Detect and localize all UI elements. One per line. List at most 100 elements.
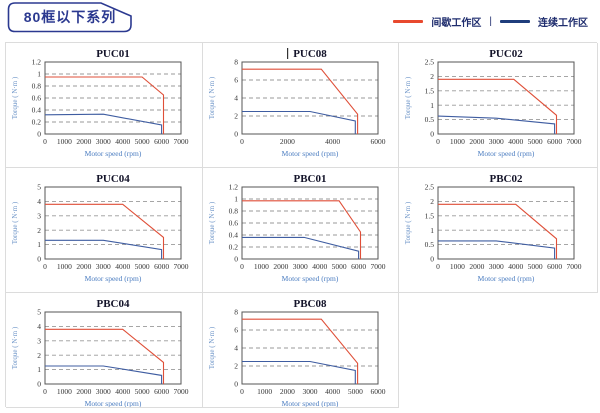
- series-title-tag: 80框以下系列: [6, 1, 134, 33]
- x-tick-label: 6000: [547, 137, 562, 146]
- x-tick-label: 4000: [115, 137, 130, 146]
- x-tick-label: 7000: [174, 262, 189, 271]
- x-tick-label: 7000: [174, 387, 189, 396]
- x-tick-label: 0: [43, 137, 47, 146]
- x-tick-label: 2000: [280, 387, 295, 396]
- series-line-continuous: [437, 115, 556, 134]
- chart-title: PBC04: [97, 298, 131, 310]
- x-tick-label: 5000: [348, 387, 363, 396]
- y-tick-label: 0.5: [425, 240, 435, 249]
- x-axis-label: Motor speed (rpm): [282, 399, 339, 408]
- x-tick-label: 0: [240, 137, 244, 146]
- y-tick-label: 1: [37, 365, 41, 374]
- legend-continuous-line-icon: [500, 20, 530, 23]
- y-tick-label: 4: [37, 322, 41, 331]
- y-tick-label: 2: [37, 351, 41, 360]
- x-tick-label: 3000: [489, 262, 504, 271]
- chart-PUC01: PUC01 0 0.2 0.4 0.6 0.8 1 1.2 0 1000 2000 3000 4000 5…: [11, 48, 189, 158]
- x-tick-label: 4000: [325, 387, 340, 396]
- y-tick-label: 1.2: [229, 183, 239, 192]
- y-tick-label: 6: [234, 76, 238, 85]
- chart-cell-PBC01: PBC01 0 0.2 0.4 0.6 0.8 1 1.2 0 1000 2000 3000 4000 5…: [203, 168, 399, 293]
- x-tick-label: 2000: [469, 262, 484, 271]
- x-tick-label: 4000: [325, 137, 340, 146]
- x-tick-label: 0: [43, 387, 47, 396]
- x-axis-label: Motor speed (rpm): [85, 149, 142, 158]
- chart-title: PUC02: [489, 48, 523, 60]
- x-tick-label: 5000: [135, 387, 150, 396]
- series-line-continuous: [44, 113, 163, 134]
- x-tick-label: 6000: [371, 387, 386, 396]
- x-tick-label: 6000: [351, 262, 366, 271]
- chart-PBC08: PBC08 0 2 4 6 8 0 1000 2000 3000 4000 5000 6000 Motor…: [208, 298, 386, 408]
- y-axis-label: Torque ( N·m ): [11, 76, 19, 119]
- y-tick-label: 1.2: [32, 58, 42, 67]
- series-line-intermittent: [242, 318, 359, 384]
- plot-border: [437, 186, 575, 260]
- page-title: 80框以下系列: [23, 8, 117, 25]
- x-tick-label: 5000: [135, 137, 150, 146]
- chart-PUC08: PUC08 0 2 4 6 8 0 2000 4000 6000 Motor speed (rpm)…: [208, 48, 386, 158]
- y-tick-label: 2: [430, 197, 434, 206]
- y-tick-label: 0: [37, 130, 41, 139]
- x-axis-label: Motor speed (rpm): [282, 274, 339, 283]
- legend-continuous-label: 连续工作区: [538, 18, 588, 29]
- title-tag-border: [7, 2, 132, 33]
- y-tick-label: 1: [37, 240, 41, 249]
- series-line-intermittent: [242, 68, 359, 134]
- chart-title: PUC08: [293, 48, 327, 60]
- chart-PBC02: PBC02 0 0.5 1 1.5 2 2.5 0 1000 2000 3000 4000 5000 60…: [404, 173, 582, 283]
- chart-title: PBC02: [490, 173, 524, 185]
- series-line-intermittent: [45, 203, 165, 259]
- x-tick-label: 1000: [57, 137, 72, 146]
- y-tick-label: 2.5: [425, 58, 435, 67]
- chart-PBC01: PBC01 0 0.2 0.4 0.6 0.8 1 1.2 0 1000 2000 3000 4000 5…: [208, 173, 386, 283]
- series-line-continuous: [242, 236, 360, 259]
- y-tick-label: 0: [234, 255, 238, 264]
- plot-border: [241, 61, 379, 135]
- y-tick-label: 1: [234, 195, 238, 204]
- y-tick-label: 5: [37, 308, 41, 317]
- x-tick-label: 7000: [174, 137, 189, 146]
- x-tick-label: 0: [436, 137, 440, 146]
- y-tick-label: 4: [234, 94, 238, 103]
- x-tick-label: 4000: [508, 137, 523, 146]
- x-tick-label: 7000: [567, 137, 582, 146]
- chart-cell-PUC01: PUC01 0 0.2 0.4 0.6 0.8 1 1.2 0 1000 2000 3000 4000 5…: [6, 43, 203, 168]
- x-tick-label: 0: [240, 387, 244, 396]
- chart-cell-PBC04: PBC04 0 1 2 3 4 5 0 1000 2000 3000 4000 5000 6000 7000…: [6, 293, 203, 408]
- y-tick-label: 0: [430, 255, 434, 264]
- y-tick-label: 3: [37, 211, 41, 220]
- x-tick-label: 5000: [135, 262, 150, 271]
- x-tick-label: 1000: [450, 262, 465, 271]
- empty-cell: [399, 293, 598, 408]
- x-tick-label: 3000: [96, 262, 111, 271]
- x-tick-label: 4000: [115, 387, 130, 396]
- series-line-intermittent: [438, 78, 558, 134]
- x-tick-label: 0: [43, 262, 47, 271]
- y-tick-label: 6: [234, 326, 238, 335]
- chart-cell-PUC08: PUC08 0 2 4 6 8 0 2000 4000 6000 Motor speed (rpm)…: [203, 43, 399, 168]
- plot-border: [44, 186, 182, 260]
- x-tick-label: 1000: [257, 387, 272, 396]
- chart-title: PBC08: [294, 298, 328, 310]
- y-axis-label: Torque ( N·m ): [208, 201, 216, 244]
- series-line-continuous: [242, 110, 356, 134]
- y-tick-label: 0.2: [32, 118, 42, 127]
- x-tick-label: 5000: [528, 262, 543, 271]
- x-tick-label: 6000: [154, 262, 169, 271]
- y-axis-label: Torque ( N·m ): [208, 326, 216, 369]
- y-axis-label: Torque ( N·m ): [404, 76, 412, 119]
- x-tick-label: 4000: [508, 262, 523, 271]
- x-tick-label: 2000: [469, 137, 484, 146]
- chart-PBC04: PBC04 0 1 2 3 4 5 0 1000 2000 3000 4000 5000 6000 7000…: [11, 298, 189, 407]
- y-tick-label: 0: [37, 255, 41, 264]
- y-tick-label: 8: [234, 58, 238, 67]
- chart-title: PBC01: [294, 173, 327, 185]
- y-tick-label: 1: [430, 101, 434, 110]
- y-tick-label: 0: [234, 130, 238, 139]
- series-line-continuous: [45, 239, 163, 259]
- x-tick-label: 1000: [450, 137, 465, 146]
- x-axis-label: Motor speed (rpm): [478, 149, 535, 158]
- x-tick-label: 5000: [528, 137, 543, 146]
